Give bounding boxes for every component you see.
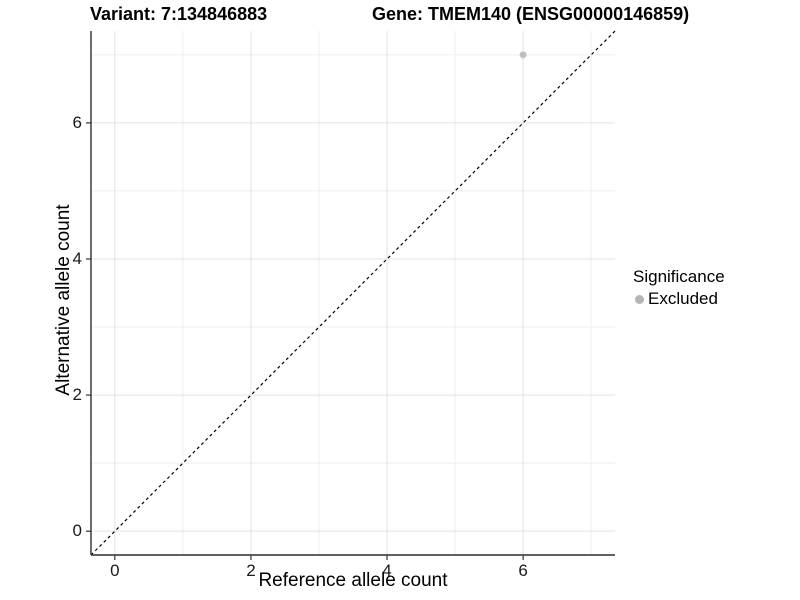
x-tick-label: 2 <box>246 561 256 580</box>
variant-title: Variant: 7:134846883 <box>90 4 268 24</box>
legend: Significance Excluded <box>633 266 725 309</box>
data-point <box>519 51 527 59</box>
x-axis-title: Reference allele count <box>258 570 448 591</box>
y-tick-label: 2 <box>72 385 82 405</box>
y-tick-label: 4 <box>72 248 82 268</box>
gene-title: Gene: TMEM140 (ENSG00000146859) <box>372 4 690 24</box>
identity-reference-line <box>90 30 616 556</box>
x-tick-label: 6 <box>518 561 528 580</box>
legend-title: Significance <box>633 267 725 286</box>
y-axis-title: Alternative allele count <box>53 204 74 396</box>
y-tick-label: 6 <box>72 112 82 132</box>
legend-key-dot-icon <box>635 294 644 304</box>
legend-entry-label: Excluded <box>648 289 718 308</box>
x-tick-label: 0 <box>110 561 120 580</box>
legend-entry-excluded: Excluded <box>633 289 725 309</box>
x-tick-label: 4 <box>382 561 392 580</box>
y-tick-label: 0 <box>72 521 82 541</box>
